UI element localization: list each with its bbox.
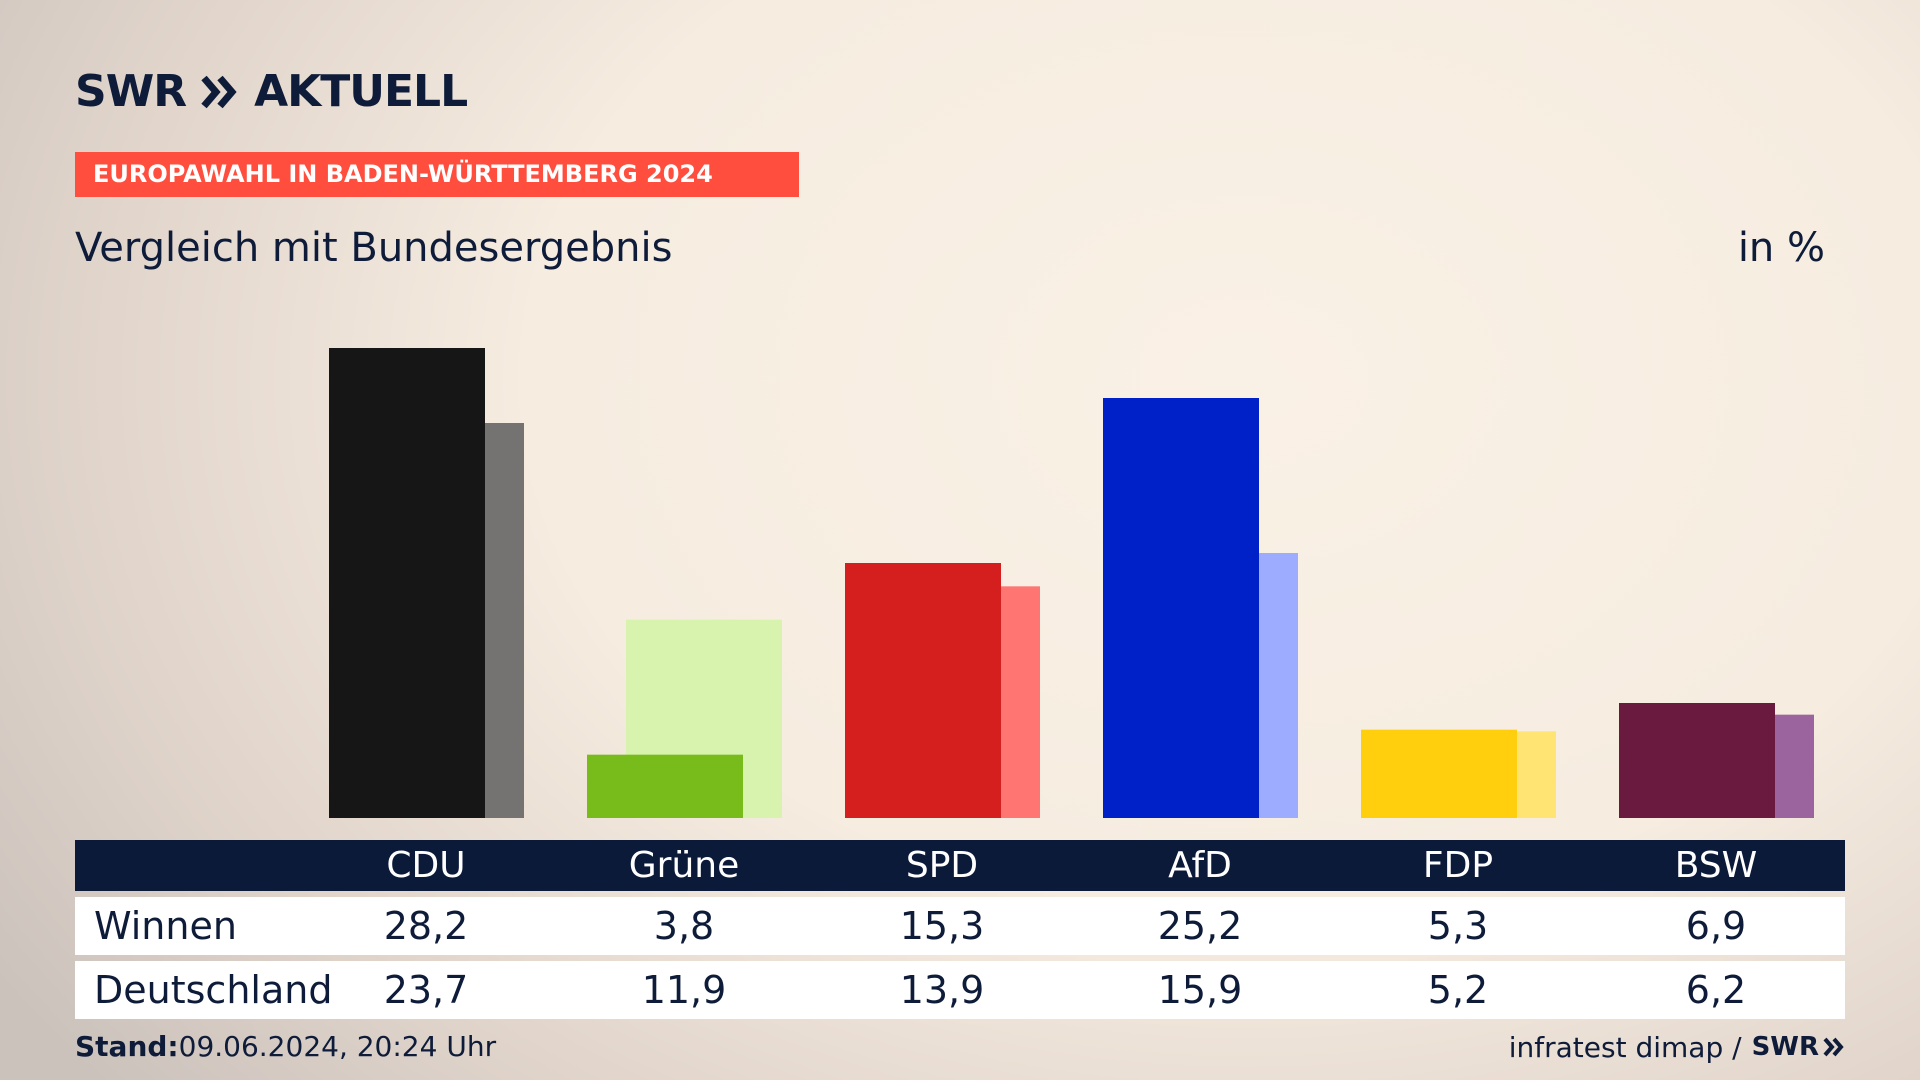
bar-deutschland-fdp bbox=[1517, 731, 1556, 818]
value-deutschland-spd: 13,9 bbox=[899, 968, 985, 1012]
table-header-row: CDU Grüne SPD AfD FDP BSW bbox=[75, 840, 1845, 891]
bar-winnen-gr-ne bbox=[587, 754, 743, 818]
bar-winnen-fdp bbox=[1361, 729, 1517, 818]
category-label-afd: AfD bbox=[1168, 845, 1232, 886]
swr-aktuell-logo: SWR AKTUELL bbox=[75, 66, 468, 117]
category-label-cdu: CDU bbox=[386, 845, 466, 886]
value-winnen-bsw: 6,9 bbox=[1685, 904, 1747, 948]
bar-chart bbox=[329, 348, 1814, 818]
bar-winnen-spd bbox=[845, 563, 1001, 818]
source-credit: infratest dimap / SWR bbox=[1509, 1030, 1845, 1064]
value-winnen-gr-ne: 3,8 bbox=[653, 904, 715, 948]
mini-logo-text: SWR bbox=[1751, 1032, 1819, 1062]
bar-deutschland-bsw bbox=[1775, 714, 1814, 818]
category-label-fdp: FDP bbox=[1422, 845, 1494, 886]
category-label-gr-ne: Grüne bbox=[628, 845, 740, 886]
timestamp: Stand:09.06.2024, 20:24 Uhr bbox=[75, 1030, 496, 1064]
bar-deutschland-cdu bbox=[485, 423, 524, 818]
unit-label: in % bbox=[1737, 225, 1825, 271]
value-deutschland-bsw: 6,2 bbox=[1685, 968, 1747, 1012]
double-chevron-icon bbox=[1823, 1037, 1844, 1057]
category-label-bsw: BSW bbox=[1674, 845, 1758, 886]
value-winnen-cdu: 28,2 bbox=[383, 904, 469, 948]
source-text: infratest dimap / bbox=[1508, 1030, 1742, 1064]
stand-label: Stand: bbox=[75, 1030, 179, 1063]
bar-winnen-cdu bbox=[329, 348, 485, 818]
double-chevron-icon bbox=[201, 75, 237, 109]
stand-value: 09.06.2024, 20:24 Uhr bbox=[178, 1030, 497, 1063]
value-winnen-fdp: 5,3 bbox=[1427, 904, 1489, 948]
value-deutschland-fdp: 5,2 bbox=[1427, 968, 1489, 1012]
bar-deutschland-spd bbox=[1001, 586, 1040, 818]
chart-subtitle: Vergleich mit Bundesergebnis bbox=[75, 225, 673, 271]
value-deutschland-cdu: 23,7 bbox=[383, 968, 469, 1012]
results-table: CDU Grüne SPD AfD FDP BSW Winnen 28,2 3,8 15,3 2… bbox=[75, 840, 1845, 1019]
bar-deutschland-afd bbox=[1259, 553, 1298, 818]
election-banner: EUROPAWAHL IN BADEN-WÜRTTEMBERG 2024 bbox=[75, 152, 799, 197]
row-label-deutschland: Deutschland bbox=[94, 968, 333, 1012]
table-row-deutschland: Deutschland 23,7 11,9 13,9 15,9 5,2 6,2 bbox=[75, 961, 1845, 1019]
row-label-winnen: Winnen bbox=[94, 904, 237, 948]
swr-mini-logo: SWR bbox=[1752, 1032, 1845, 1062]
value-winnen-afd: 25,2 bbox=[1157, 904, 1243, 948]
bar-winnen-bsw bbox=[1619, 703, 1775, 818]
value-winnen-spd: 15,3 bbox=[899, 904, 985, 948]
bar-winnen-afd bbox=[1103, 398, 1259, 818]
value-deutschland-afd: 15,9 bbox=[1157, 968, 1243, 1012]
logo-swr-text: SWR bbox=[75, 66, 187, 117]
value-deutschland-gr-ne: 11,9 bbox=[641, 968, 727, 1012]
table-row-winnen: Winnen 28,2 3,8 15,3 25,2 5,3 6,9 bbox=[75, 897, 1845, 955]
category-label-spd: SPD bbox=[905, 845, 979, 886]
logo-aktuell-text: AKTUELL bbox=[254, 66, 468, 117]
